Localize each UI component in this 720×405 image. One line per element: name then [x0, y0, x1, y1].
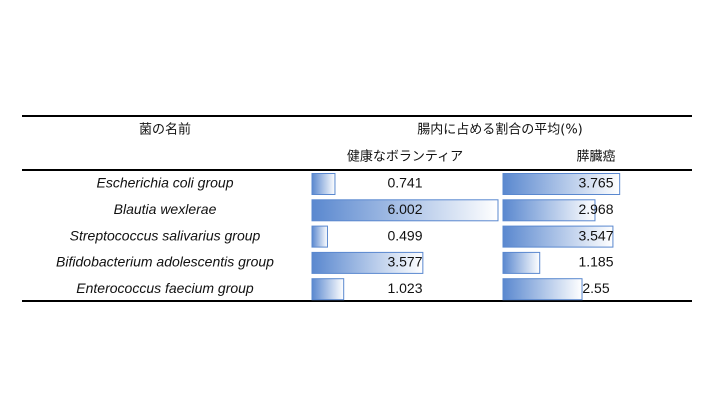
data-bar: [311, 251, 424, 274]
data-bar: [311, 225, 328, 248]
column-header: 膵臓癌: [576, 149, 615, 165]
data-bar: [311, 199, 499, 222]
data-bar: [502, 173, 621, 195]
bacteria-name: Enterococcus faecium group: [76, 280, 254, 296]
value: 3.547: [578, 227, 613, 243]
data-bar: [311, 173, 336, 195]
bacteria-name: Blautia wexlerae: [114, 201, 217, 217]
column-header: 健康なボランティア: [347, 149, 463, 165]
value: 2.55: [582, 280, 609, 296]
value: 1.023: [387, 280, 422, 296]
bacteria-name: Escherichia coli group: [97, 175, 234, 191]
value: 2.968: [578, 201, 613, 217]
value: 6.002: [387, 201, 422, 217]
data-bar: [311, 278, 345, 301]
value: 0.499: [387, 227, 422, 243]
value: 1.185: [578, 254, 613, 270]
data-bar: [502, 278, 583, 301]
data-bar: [502, 225, 614, 248]
header-name: 菌の名前: [139, 122, 191, 138]
data-bar: [502, 251, 541, 274]
value: 0.741: [387, 175, 422, 191]
value: 3.577: [387, 254, 422, 270]
data-bar: [502, 199, 596, 222]
bacteria-name: Bifidobacterium adolescentis group: [56, 254, 274, 270]
header-group: 腸内に占める割合の平均(%): [417, 122, 583, 138]
value: 3.765: [578, 175, 613, 191]
bacteria-name: Streptococcus salivarius group: [70, 227, 261, 243]
